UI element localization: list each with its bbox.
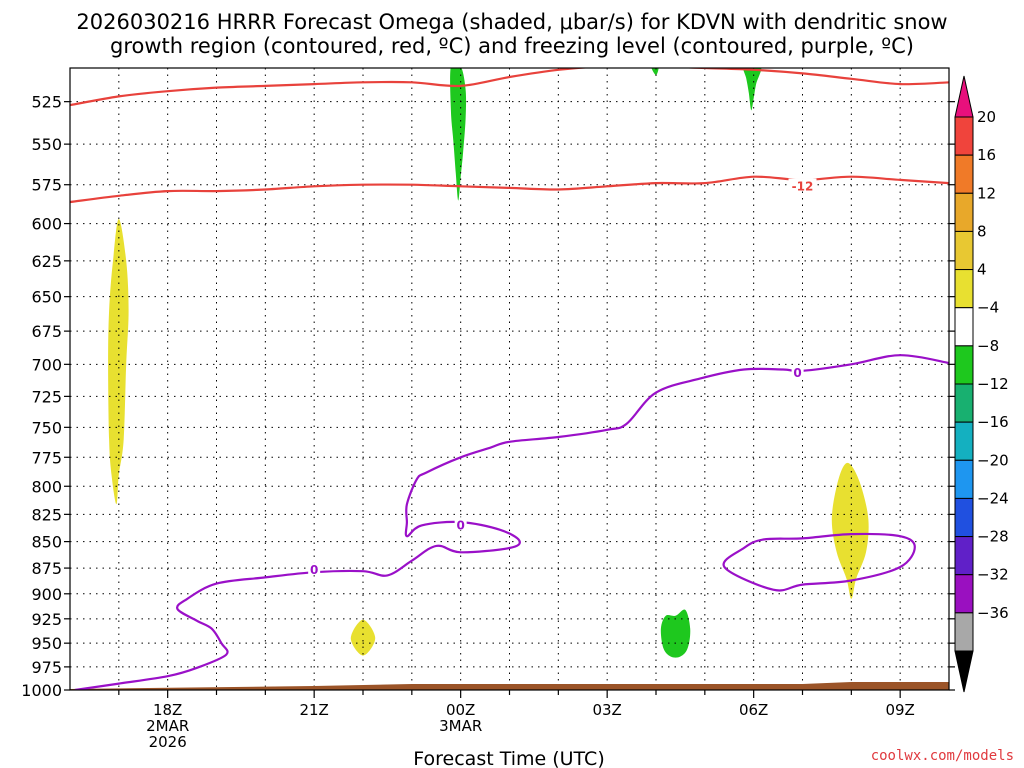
y-tick-label-925: 925 [31,610,62,629]
x-tick-label-4-0: 06Z [739,701,768,719]
colorbar-segment-0 [954,116,974,156]
colorbar-tick-7: −12 [977,375,1009,393]
omega-blob-4 [660,609,691,658]
dgz-label-1: -12 [792,180,814,194]
y-tick-label-775: 775 [31,448,62,467]
freezing-label-bg-main-0 [791,365,804,379]
colorbar-tick-9: −20 [977,451,1009,469]
y-tick-label-950: 950 [31,634,62,653]
terrain-fill [70,682,949,690]
omega-blob-1 [450,68,467,201]
dgz-label-bg-1 [788,178,817,192]
x-tick-label-2-0: 00Z [446,701,475,719]
y-tick-label-975: 975 [31,658,62,677]
y-tick-label-575: 575 [31,176,62,195]
colorbar-tick-13: −36 [977,604,1009,622]
y-tick-label-700: 700 [31,355,62,374]
colorbar-tick-3: 8 [977,222,987,240]
colorbar-segment-10 [954,497,974,538]
omega-blob-3 [651,68,659,76]
freezing-extra-label-0: 0 [310,563,318,577]
colorbar-segment-7 [954,383,974,423]
contour-labels: -12 0 0 0 [308,178,817,577]
colorbar-tick-11: −28 [977,528,1009,546]
colorbar-tick-5: −4 [977,299,999,317]
colorbar-segment-13 [954,612,974,652]
y-tick-label-900: 900 [31,585,62,604]
colorbar-tick-0: 20 [977,108,996,126]
y-tick-label-725: 725 [31,387,62,406]
x-tick-label-0-0: 18Z [153,701,182,719]
y-tick-label-600: 600 [31,215,62,234]
x-tick-label-5-0: 09Z [885,701,914,719]
y-tick-label-525: 525 [31,93,62,112]
freezing-contour-1 [722,532,916,592]
y-tick-label-750: 750 [31,418,62,437]
omega-blob-2 [743,68,762,111]
colorbar-tick-2: 12 [977,184,996,202]
omega-blob-6 [350,619,376,656]
y-tick-label-650: 650 [31,288,62,307]
y-tick-label-825: 825 [31,505,62,524]
colorbar-tick-4: 4 [977,261,987,279]
colorbar-segment-9 [954,459,974,499]
x-tick-label-0-1: 2MAR [146,717,189,735]
y-tick-label-850: 850 [31,533,62,552]
chart-title-line-1: 2026030216 HRRR Forecast Omega (shaded, … [76,10,947,34]
y-tick-label-800: 800 [31,477,62,496]
colorbar-segment-6 [954,345,974,385]
x-axis-label: Forecast Time (UTC) [413,748,604,768]
freezing-label-main-0: 0 [793,366,801,380]
colorbar: 20 16 12 8 4 −4 −8 −12 −16 −20 −24 −28 −32 −36 [954,75,1009,693]
chart-title-line-2: growth region (contoured, red, ºC) and f… [110,34,914,58]
colorbar-segment-8 [954,421,974,461]
x-tick-label-3-0: 03Z [592,701,621,719]
freezing-extra-label-1: 0 [456,518,464,532]
colorbar-segment-1 [954,154,974,194]
freezing-contour-0 [74,354,949,690]
colorbar-segment-12 [954,574,974,614]
terrain-surface [70,682,949,690]
colorbar-tick-10: −24 [977,489,1009,507]
freezing-extra-label-bg-0 [308,562,321,576]
colorbar-segment-2 [954,192,974,232]
colorbar-tick-1: 16 [977,146,996,164]
colorbar-segment-4 [954,269,974,309]
y-tick-label-550: 550 [31,135,62,154]
colorbar-tick-8: −16 [977,413,1009,431]
colorbar-segment-11 [954,536,974,576]
y-tick-label-675: 675 [31,322,62,341]
x-tick-label-2-1: 3MAR [439,717,482,735]
colorbar-tick-6: −8 [977,337,999,355]
omega-blob-5 [831,462,869,599]
plot-area [70,68,949,690]
colorbar-segment-5 [954,307,974,347]
y-axis-ticks: 525 550 575 600 625 650 675 700 725 750 775 800 825 8… [21,93,955,700]
x-tick-label-0-2: 2026 [149,733,187,751]
colorbar-tick-12: −32 [977,566,1009,584]
colorbar-top-arrow [954,75,974,118]
y-tick-label-1000: 1000 [21,681,62,700]
freezing-extra-label-bg-1 [454,517,467,531]
colorbar-segment-3 [954,230,974,271]
y-tick-label-875: 875 [31,559,62,578]
credit-text: coolwx.com/models [871,748,1014,764]
x-tick-label-1-0: 21Z [299,701,328,719]
y-tick-label-625: 625 [31,252,62,271]
dgz-contour-0 [70,68,949,107]
colorbar-bottom-arrow [954,650,974,693]
